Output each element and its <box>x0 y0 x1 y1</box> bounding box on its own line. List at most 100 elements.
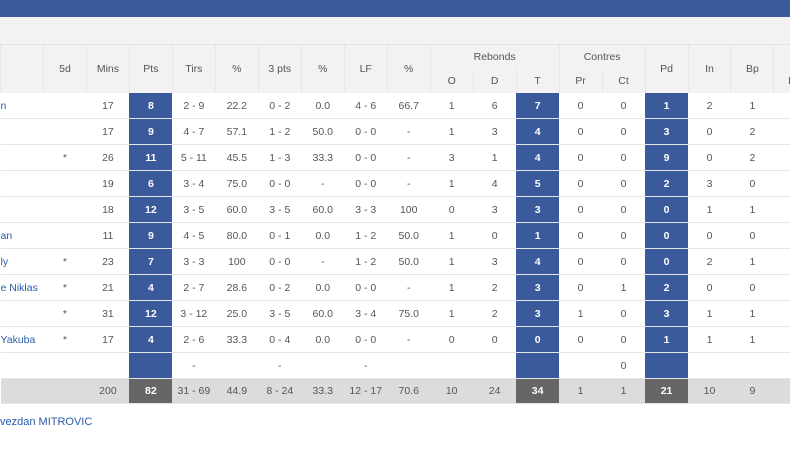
stat-cell: * <box>43 274 87 301</box>
stat-cell: 0 <box>430 326 474 353</box>
player-row: * 31 12 3 - 12 25.0 3 - 5 60.0 3 - 4 75.0 1 2 3 1 0 3 1… <box>0 300 790 327</box>
stat-cell: 1 <box>559 378 603 404</box>
stat-cell: 1 <box>730 326 774 353</box>
stat-cell: - <box>387 118 431 145</box>
stat-cell: 0 <box>602 352 646 379</box>
stat-cell: - <box>387 274 431 301</box>
stat-cell: 22.2 <box>215 93 259 119</box>
player-name[interactable]: an <box>0 222 44 249</box>
stat-cell <box>559 352 603 379</box>
stat-cell: 3 - 12 <box>172 300 216 327</box>
stat-cell: 0.0 <box>301 222 345 249</box>
stat-cell: 3 <box>645 300 689 327</box>
stat-cell: 60.0 <box>301 196 345 223</box>
stat-cell <box>43 352 87 379</box>
subheader-cell: T <box>515 69 560 93</box>
stat-cell: 0 <box>645 196 689 223</box>
stat-cell: 66.7 <box>387 93 431 119</box>
stat-cell: 3 <box>773 93 790 119</box>
player-name <box>0 300 44 327</box>
stat-cell: 1 <box>730 93 774 119</box>
stat-cell: 8 - 24 <box>258 378 302 404</box>
stat-cell: 45.5 <box>215 144 259 171</box>
stat-cell: 5 - 11 <box>172 144 216 171</box>
stat-cell: 0 <box>688 118 731 145</box>
stat-cell: 1 - 2 <box>344 248 388 275</box>
header-row: 5d Mins Pts Tirs% 3 pts% LF% Rebonds Contres Pd I… <box>0 45 790 93</box>
stat-cell: 9 <box>129 222 173 249</box>
stat-cell: - <box>172 352 216 379</box>
stat-cell: 17 <box>86 93 130 119</box>
stat-cell: 4 <box>516 118 560 145</box>
stat-cell: - <box>258 352 302 379</box>
stat-cell: 7 <box>129 248 173 275</box>
stat-cell: 0 - 2 <box>258 274 302 301</box>
player-name[interactable]: e Niklas <box>0 274 44 301</box>
stat-cell: 0 <box>645 248 689 275</box>
stat-cell: 4 <box>773 196 790 223</box>
stat-cell: 1 <box>730 248 774 275</box>
stat-cell: 1 <box>430 118 474 145</box>
top-bar <box>0 0 790 17</box>
stat-cell: 26 <box>86 144 130 171</box>
stat-cell: 4 <box>773 118 790 145</box>
stat-cell: 1 <box>730 196 774 223</box>
stat-cell: 17 <box>86 118 130 145</box>
stat-cell: 21 <box>86 274 130 301</box>
stat-cell: 3 <box>473 196 517 223</box>
stat-cell: 0 <box>730 222 774 249</box>
stat-cell: 44.9 <box>215 378 259 404</box>
header-cell: Contres <box>558 45 646 69</box>
header-cell: 3 pts <box>257 45 302 93</box>
stat-cell: 2 <box>473 274 517 301</box>
header-strip <box>0 17 790 45</box>
header-cell: Pts <box>128 45 173 93</box>
stat-cell: 2 - 7 <box>172 274 216 301</box>
stat-cell <box>773 352 790 379</box>
stat-cell: 11 <box>129 144 173 171</box>
player-name[interactable]: n <box>0 93 44 119</box>
subheader-cell: Ct <box>601 69 646 93</box>
header-cell: F <box>773 45 790 69</box>
stat-cell: 2 <box>773 274 790 301</box>
stat-cell: 23 <box>86 248 130 275</box>
stat-cell: 0 <box>602 300 646 327</box>
stat-cell: 0 <box>688 222 731 249</box>
stat-cell: - <box>387 144 431 171</box>
stat-cell: 0 <box>516 326 560 353</box>
stat-cell <box>730 352 774 379</box>
player-name[interactable]: Yakuba <box>0 326 44 353</box>
stat-cell: 3 - 4 <box>344 300 388 327</box>
stat-cell <box>215 352 259 379</box>
coach-link[interactable]: vezdan MITROVIC <box>0 416 93 428</box>
stat-cell: 0 <box>473 222 517 249</box>
stat-cell: 0.0 <box>301 93 345 119</box>
stat-cell: 0 <box>559 222 603 249</box>
stat-cell: 0 <box>559 170 603 197</box>
player-name[interactable]: ly <box>0 248 44 275</box>
stat-cell: 5 <box>516 170 560 197</box>
player-name <box>0 196 44 223</box>
header-cell: % <box>214 45 259 93</box>
stat-cell: 0 <box>559 144 603 171</box>
stat-cell: 2 <box>773 326 790 353</box>
header-cell: % <box>386 45 431 93</box>
subheader-cell: O <box>429 69 474 93</box>
stat-cell <box>645 352 689 379</box>
stat-cell: 3 <box>516 274 560 301</box>
stat-cell: 3 <box>688 170 731 197</box>
stat-cell: 82 <box>129 378 173 404</box>
stat-cell: 17 <box>86 326 130 353</box>
stat-cell: 11 <box>86 222 130 249</box>
stat-cell: 4 - 6 <box>344 93 388 119</box>
stat-cell: 1 <box>730 300 774 327</box>
stat-cell: 3 <box>645 118 689 145</box>
stat-cell: 10 <box>430 378 474 404</box>
